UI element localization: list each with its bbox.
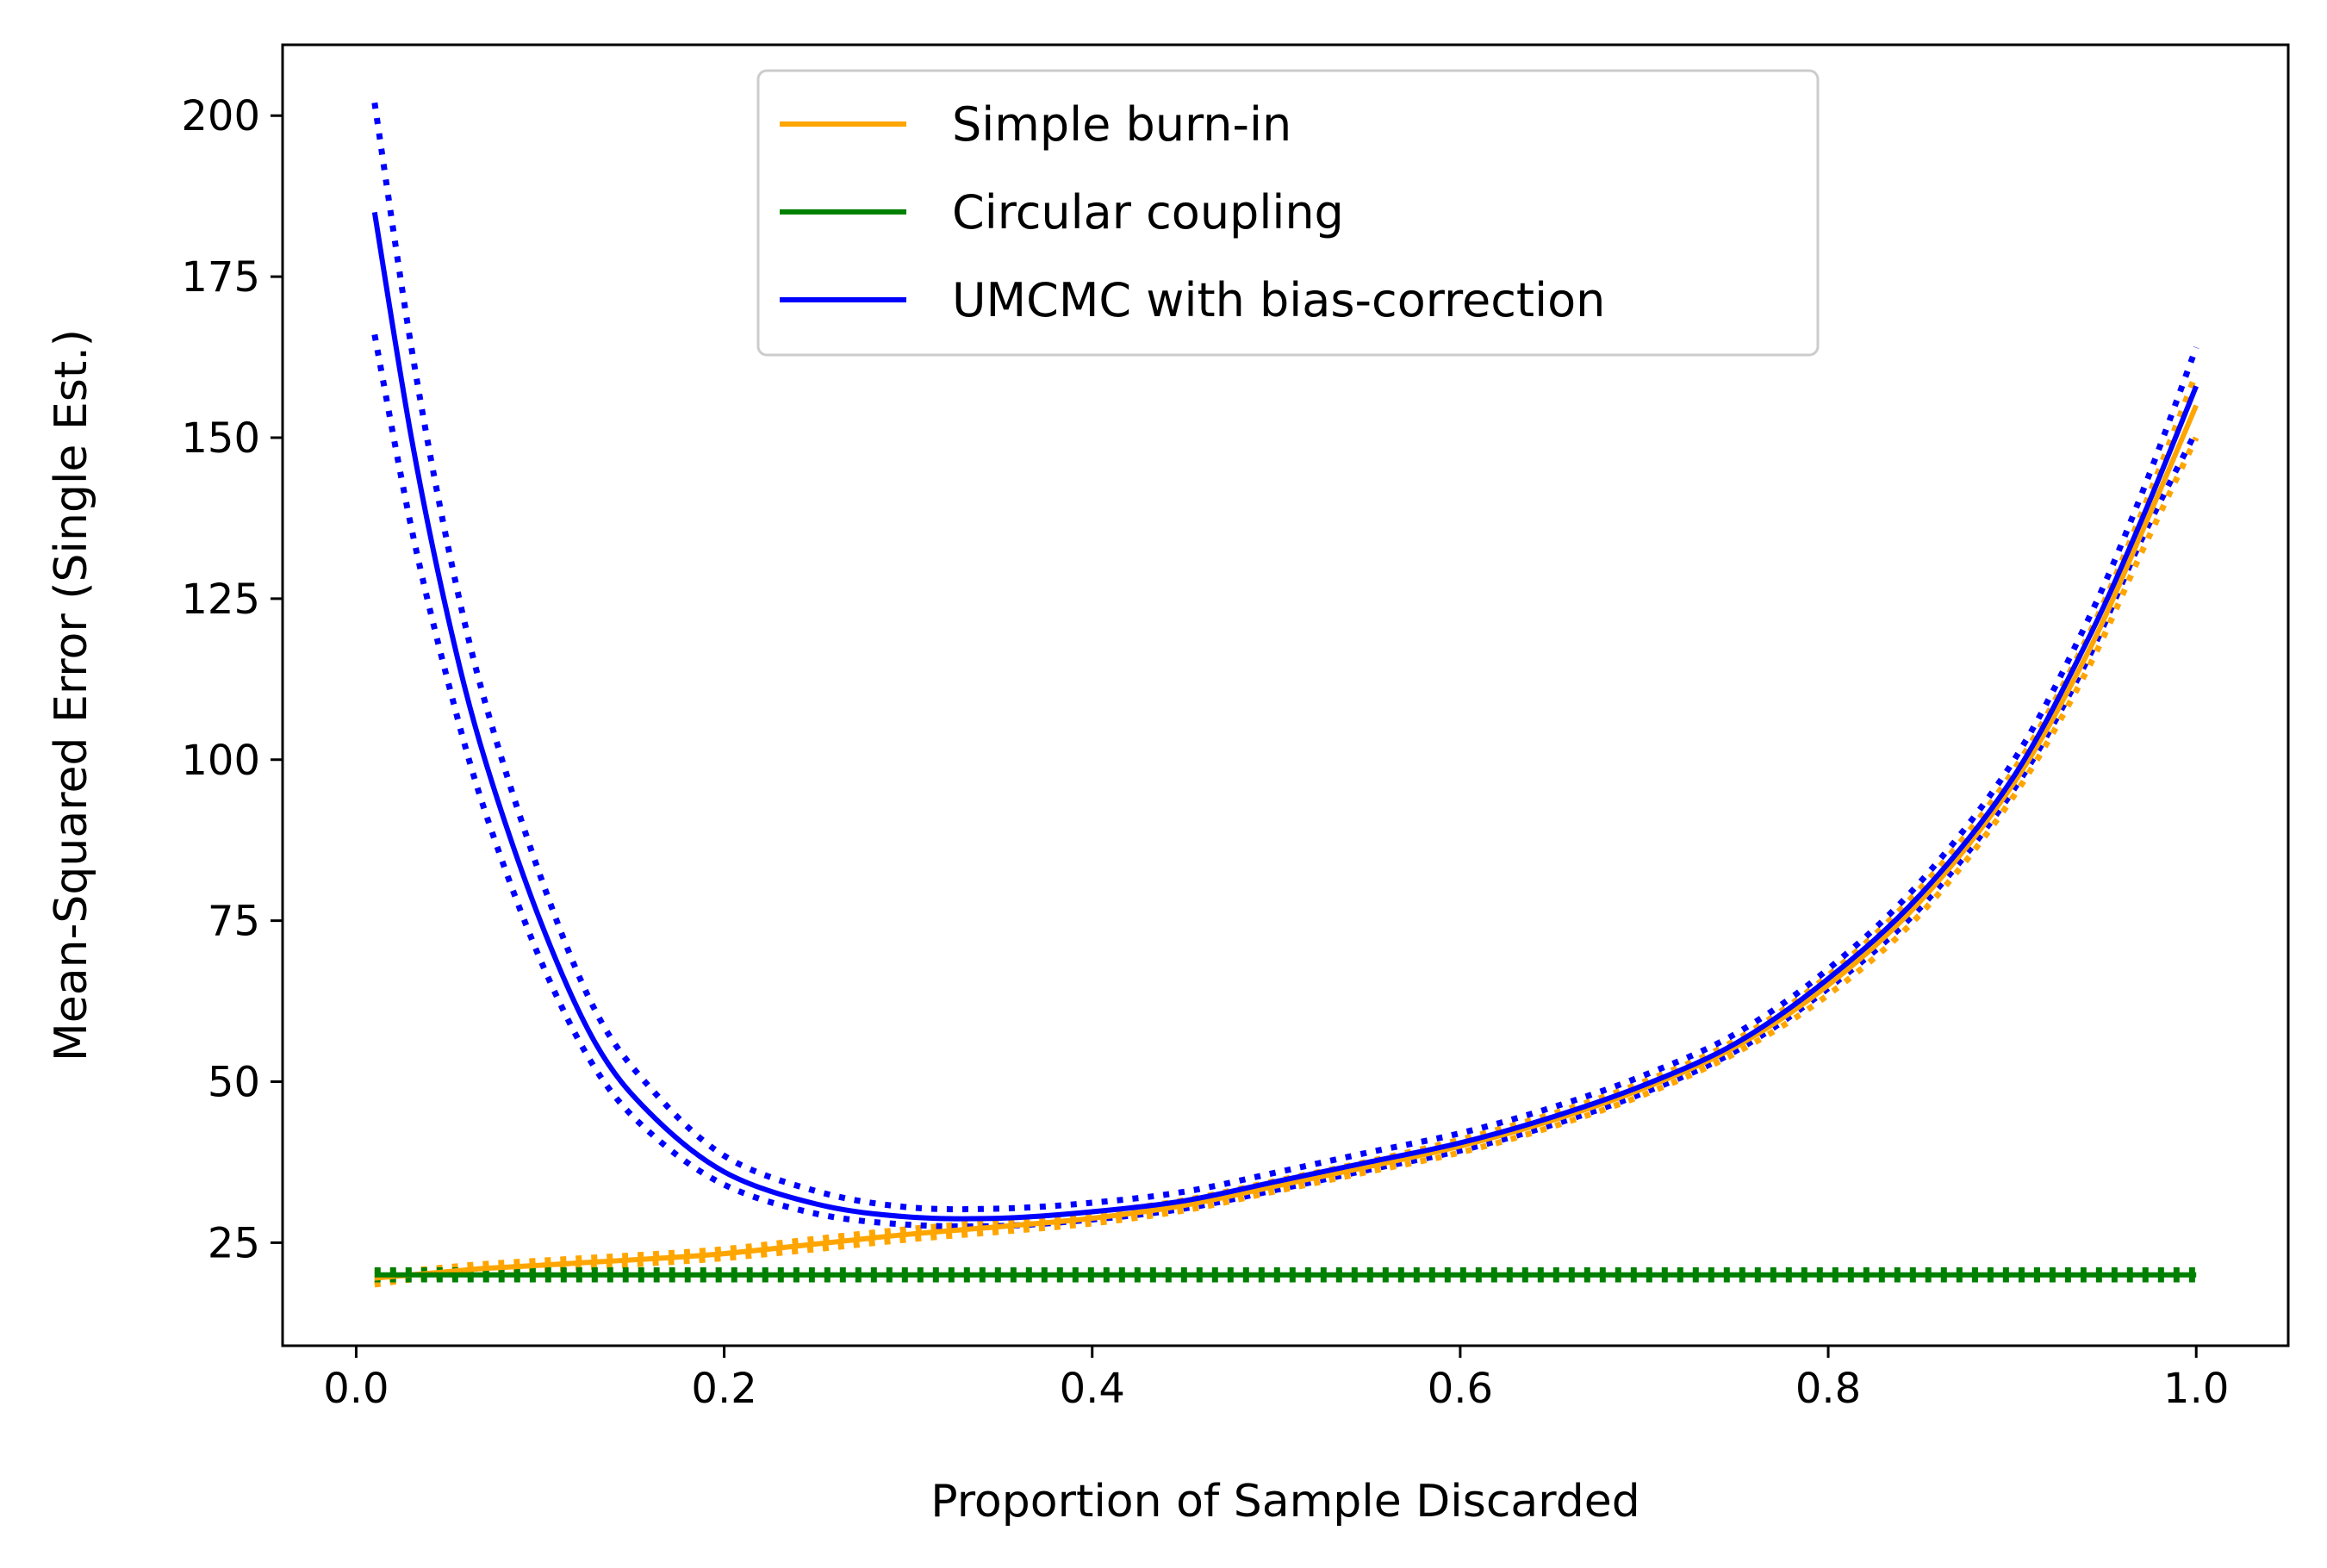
y-tick-label: 50 — [208, 1059, 260, 1107]
y-tick-label: 175 — [181, 253, 260, 302]
y-tick-label: 25 — [208, 1219, 260, 1267]
x-axis-title: Proportion of Sample Discarded — [930, 1476, 1640, 1528]
umcmc-with-bias-correction-legend-label: UMCMC with bias-correction — [952, 273, 1605, 327]
umcmc-with-bias-correction-line — [371, 211, 2199, 1222]
y-tick-label: 100 — [181, 737, 260, 785]
y-axis-title: Mean-Squared Error (Single Est.) — [46, 329, 97, 1061]
y-tick-label: 150 — [181, 414, 260, 463]
y-tick-label: 125 — [181, 576, 260, 624]
y-axis: 25 50 75 100 125 150 175 200 — [181, 92, 283, 1267]
x-tick-label: 1.0 — [2163, 1365, 2229, 1413]
x-tick-label: 0.0 — [323, 1365, 389, 1413]
simple-burn-in-band-lower — [374, 436, 2199, 1288]
plot-frame — [281, 43, 2290, 1347]
x-tick-label: 0.4 — [1060, 1365, 1125, 1413]
legend-box — [756, 69, 1820, 357]
y-tick-label: 75 — [208, 898, 260, 946]
x-tick-label: 0.8 — [1795, 1365, 1861, 1413]
simple-burn-in-legend-label: Simple burn-in — [952, 97, 1291, 152]
x-tick-label: 0.2 — [691, 1365, 756, 1413]
umcmc-with-bias-correction-band-upper — [371, 102, 2199, 1213]
simple-burn-in-line — [374, 404, 2199, 1281]
x-axis: 0.0 0.2 0.4 0.6 0.8 1.0 — [323, 1346, 2229, 1413]
circular-coupling-legend-label: Circular coupling — [952, 185, 1344, 240]
x-tick-label: 0.6 — [1428, 1365, 1493, 1413]
umcmc-with-bias-correction-band-lower — [371, 333, 2199, 1230]
series-lines — [371, 211, 2199, 1281]
legend: Simple burn-in Circular coupling UMCMC wit… — [756, 69, 1820, 357]
y-tick-label: 200 — [181, 92, 260, 140]
